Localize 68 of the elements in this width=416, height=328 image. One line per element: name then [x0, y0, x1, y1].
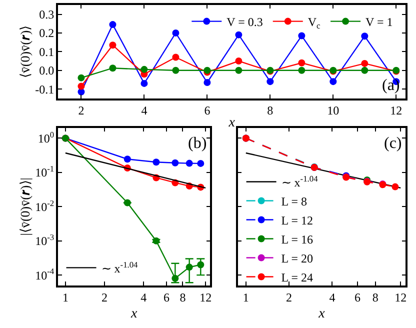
x-axis-title: x	[130, 306, 138, 322]
point	[266, 78, 274, 86]
x-tick-label: 6	[204, 104, 210, 118]
legend-label: L = 12	[281, 213, 313, 228]
x-tick-label: 2	[286, 290, 292, 305]
x-tick-label: 8	[267, 104, 274, 118]
point	[298, 32, 306, 40]
legend-label: L = 24	[281, 270, 313, 284]
point	[172, 54, 180, 61]
point	[330, 78, 337, 86]
x-tick-label: 12	[200, 290, 212, 305]
legend-label: V$_{c}$	[308, 14, 321, 30]
point	[235, 66, 242, 74]
x-tick-label: 8	[180, 290, 186, 305]
point	[204, 79, 211, 86]
point	[361, 66, 368, 74]
y-tick-label: 0.3	[39, 7, 54, 22]
x-tick-label: 6	[354, 290, 360, 305]
point	[78, 82, 85, 90]
y-tick-label: 10$^{-1}$	[35, 164, 54, 180]
x-tick-label: 2	[102, 290, 108, 305]
x-tick-label: 8	[372, 290, 378, 305]
point	[361, 32, 368, 40]
point	[298, 59, 306, 66]
point	[109, 21, 116, 28]
annotation: (c)	[384, 135, 402, 152]
point	[172, 29, 180, 36]
x-tick-label: 2	[78, 104, 84, 118]
legend-label: L = 8	[281, 194, 307, 208]
legend-label: ∼ x$^{-1.04}$	[101, 260, 139, 276]
x-axis-title: x	[228, 115, 236, 130]
legend-label: ∼ x$^{-1.04}$	[281, 174, 319, 190]
y-tick-label: 10$^{-4}$	[35, 267, 55, 282]
point	[235, 58, 242, 65]
annotation: (a)	[382, 77, 400, 94]
point	[78, 74, 85, 82]
point	[140, 80, 148, 87]
y-axis-title: ⟨v̄(0)v̄(𝒓)⟩	[18, 25, 33, 78]
x-tick-label: 4	[140, 290, 147, 305]
y-tick-label: 10$^{0}$	[38, 130, 54, 146]
point	[109, 64, 116, 72]
x-tick-label: 6	[163, 290, 170, 305]
x-tick-label: 10	[327, 104, 340, 118]
legend-label: L = 20	[281, 251, 313, 266]
x-tick-label: 4	[141, 104, 148, 118]
y-tick-label: 0.1	[39, 44, 54, 59]
legend-label: L = 16	[281, 232, 313, 246]
y-axis-title: |⟨v̄(0)v̄(𝒓)⟩|	[18, 178, 33, 236]
legend-label: V = 1	[366, 14, 393, 29]
legend-label: V = 0.3	[226, 14, 263, 29]
y-tick-label: 0.2	[39, 26, 54, 40]
y-tick-label: 10$^{-2}$	[35, 198, 54, 214]
point	[140, 66, 148, 73]
point	[298, 66, 306, 74]
x-tick-label: 12	[394, 290, 407, 305]
point	[361, 60, 368, 67]
x-tick-label: 4	[329, 290, 336, 305]
x-tick-label: 1	[62, 290, 68, 305]
x-tick-label: 12	[390, 104, 402, 118]
y-tick-label: 10$^{-3}$	[35, 233, 54, 248]
y-tick-label: 0.0	[39, 64, 54, 78]
x-axis-title: x	[318, 306, 326, 322]
point	[172, 66, 180, 74]
y-tick-label: -0.1	[35, 82, 54, 96]
point	[109, 42, 116, 49]
annotation: (b)	[188, 135, 207, 152]
x-tick-label: 1	[242, 290, 249, 305]
point	[235, 31, 242, 38]
